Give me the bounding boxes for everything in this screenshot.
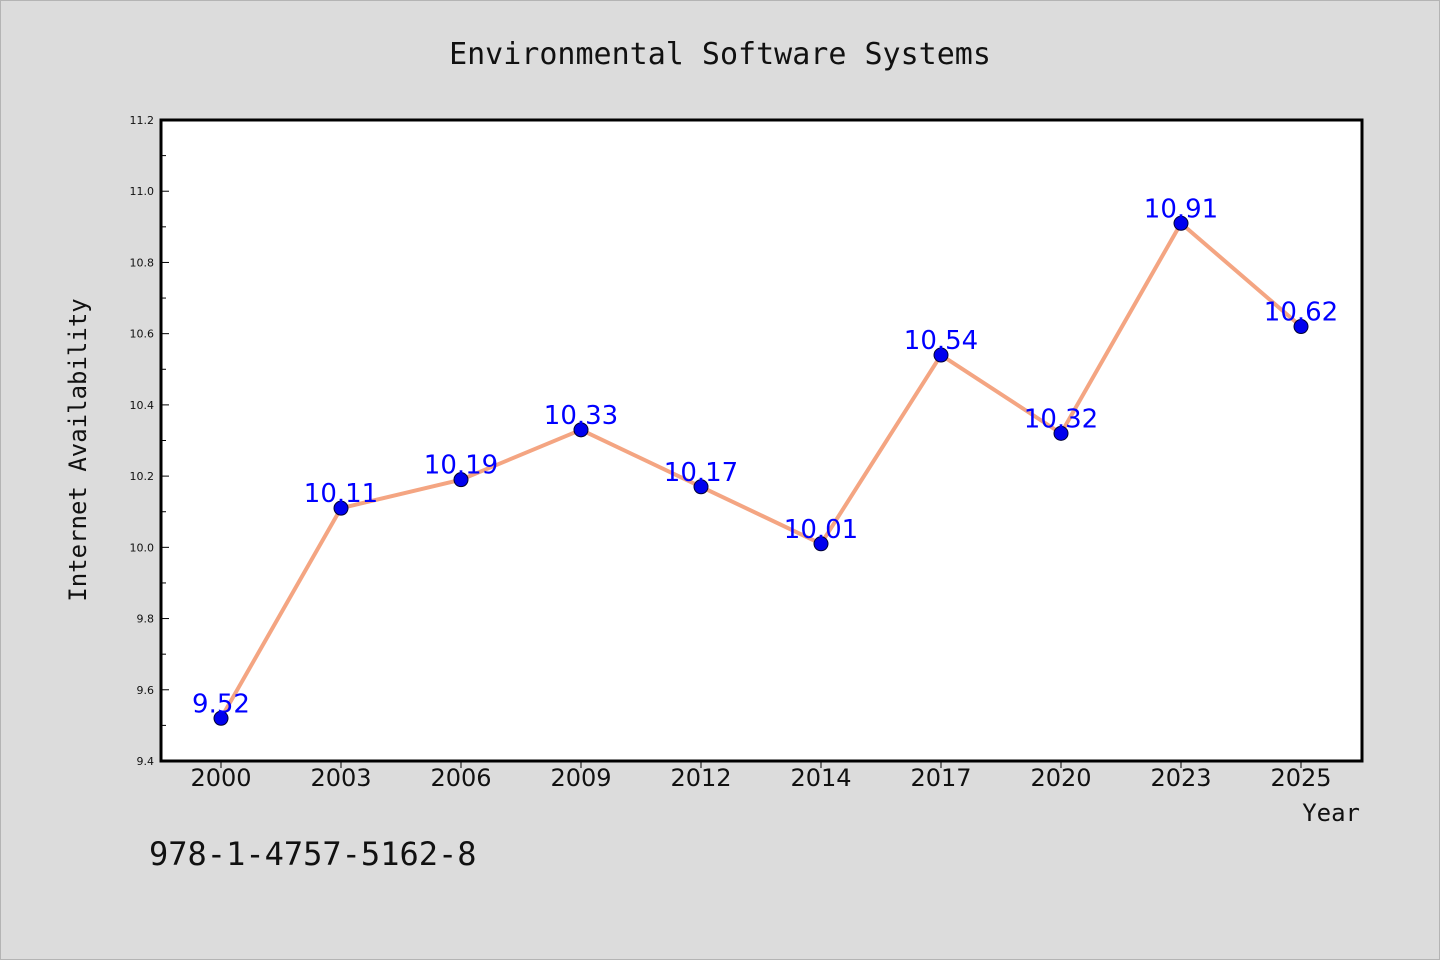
y-tick-label: 9.4	[137, 755, 155, 768]
data-point	[213, 710, 229, 726]
x-tick-label: 2000	[190, 764, 251, 792]
x-tick-label: 2009	[550, 764, 611, 792]
y-tick-label: 11.2	[130, 114, 155, 127]
data-label: 10.01	[784, 515, 858, 545]
data-label: 10.19	[424, 451, 498, 481]
y-tick-label: 10.8	[130, 256, 155, 269]
y-axis: 9.4 9.6 9.8 10.0 10.2 10.4 10.6 10.8 11.0 11.2	[130, 114, 169, 768]
data-point	[813, 536, 829, 552]
x-tick-label: 2023	[1150, 764, 1211, 792]
x-axis: 2000 2003 2006 2009 2012 2014 2017 2020 2023 2025	[190, 761, 1332, 792]
data-point	[693, 479, 709, 495]
y-tick-label: 10.4	[130, 399, 155, 412]
chart-title: Environmental Software Systems	[449, 37, 991, 72]
y-tick-label: 10.6	[130, 328, 155, 341]
data-label: 10.11	[304, 479, 378, 509]
data-label: 10.91	[1144, 194, 1218, 224]
plot-area	[159, 118, 1364, 763]
x-tick-label: 2020	[1030, 764, 1091, 792]
data-point	[1293, 319, 1309, 335]
data-label: 10.54	[904, 326, 978, 356]
data-label: 10.33	[544, 401, 618, 431]
data-point	[1173, 215, 1189, 231]
y-axis-label: Internet Availability	[64, 298, 92, 601]
x-tick-label: 2012	[670, 764, 731, 792]
x-tick-label: 2003	[310, 764, 371, 792]
y-tick-label: 10.2	[130, 470, 155, 483]
isbn-text: 978-1-4757-5162-8	[149, 835, 477, 873]
data-label: 9.52	[192, 689, 250, 719]
x-tick-label: 2006	[430, 764, 491, 792]
x-tick-label: 2014	[790, 764, 851, 792]
data-label: 10.62	[1264, 298, 1338, 328]
y-tick-label: 11.0	[130, 185, 155, 198]
x-tick-label: 2025	[1270, 764, 1331, 792]
y-tick-label: 9.8	[137, 613, 155, 626]
data-point	[933, 347, 949, 363]
data-label: 10.17	[664, 458, 738, 488]
series-group: 9.52 10.11 10.19 10.33 10.17 10.01 10.54 10.32 1…	[192, 194, 1338, 726]
y-tick-label: 9.6	[137, 684, 155, 697]
x-tick-label: 2017	[910, 764, 971, 792]
series-line	[219, 221, 1303, 720]
data-point	[453, 472, 469, 488]
data-point	[1053, 425, 1069, 441]
data-point	[573, 422, 589, 438]
data-point	[333, 500, 349, 516]
x-axis-label: Year	[1302, 799, 1360, 827]
y-tick-label: 10.0	[130, 541, 155, 554]
data-label: 10.32	[1024, 404, 1098, 434]
